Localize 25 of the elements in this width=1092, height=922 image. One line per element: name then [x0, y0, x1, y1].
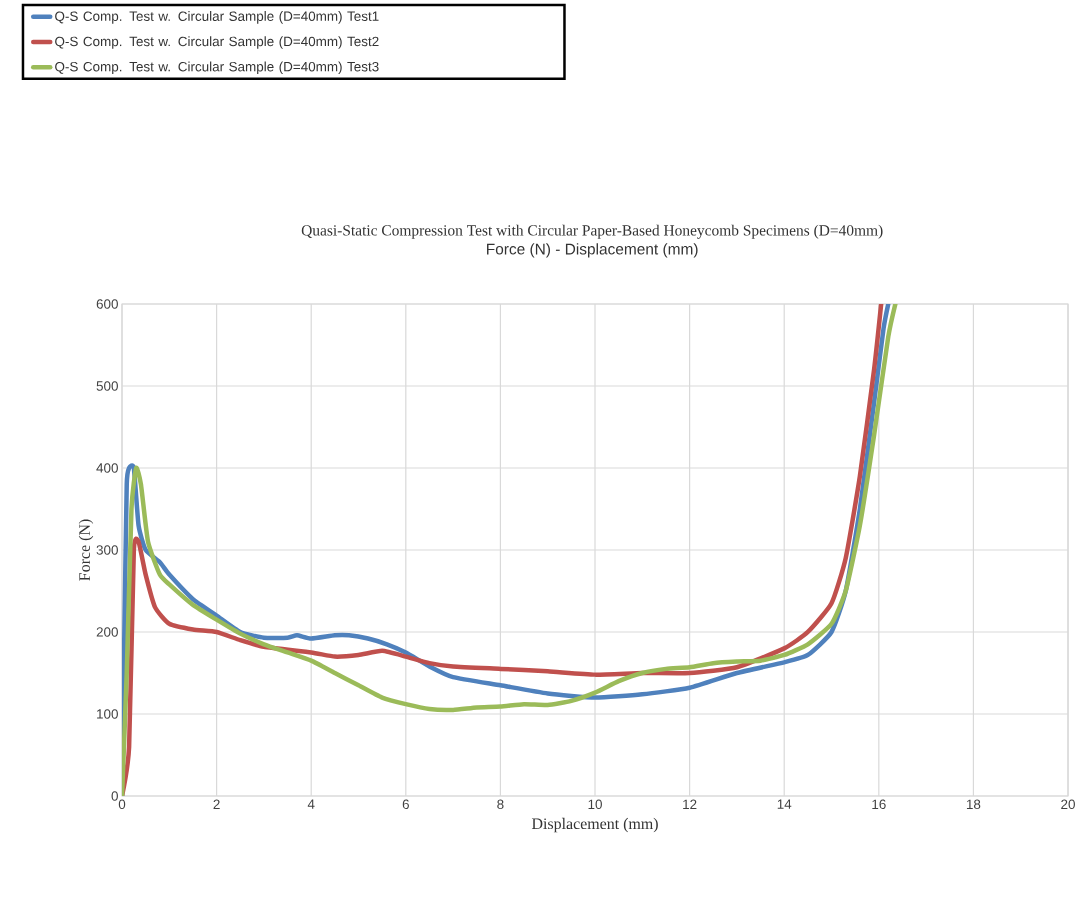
- y-tick-label: 500: [96, 381, 118, 391]
- x-tick-label: 18: [966, 799, 981, 810]
- x-tick-label: 12: [683, 799, 697, 809]
- x-tick-label: 2: [213, 799, 220, 809]
- y-tick-label: 600: [96, 299, 118, 309]
- chart-title: Quasi-Static Compression Test with Circular Paper-Based Honeycomb Specimens (D=40mm): [301, 224, 883, 239]
- x-tick-label: 20: [1061, 799, 1075, 810]
- x-tick-label: 10: [588, 799, 602, 810]
- x-tick-label: 8: [497, 799, 504, 810]
- y-tick-label: 400: [96, 463, 118, 473]
- y-tick-label: 300: [96, 545, 118, 555]
- x-tick-label: 14: [777, 799, 792, 809]
- x-tick-label: 16: [872, 799, 886, 810]
- y-tick-label: 200: [96, 627, 118, 637]
- y-tick-label: 100: [97, 709, 118, 719]
- legend-label: Q-S Comp. Test w. Circular Sample (D=40mm) Test1: [55, 11, 379, 24]
- legend-label: Q-S Comp. Test w. Circular Sample (D=40mm) Test2: [55, 36, 379, 49]
- x-tick-label: 4: [307, 799, 315, 809]
- x-tick-label: 0: [118, 799, 126, 810]
- legend-label: Q-S Comp. Test w. Circular Sample (D=40mm) Test3: [55, 61, 379, 75]
- chart-subtitle: Force (N) - Displacement (mm): [487, 243, 698, 258]
- y-axis-title: Force (N): [78, 519, 94, 581]
- x-tick-label: 6: [402, 799, 409, 810]
- y-tick-label: 0: [111, 791, 118, 801]
- x-axis-title: Displacement (mm): [531, 817, 658, 833]
